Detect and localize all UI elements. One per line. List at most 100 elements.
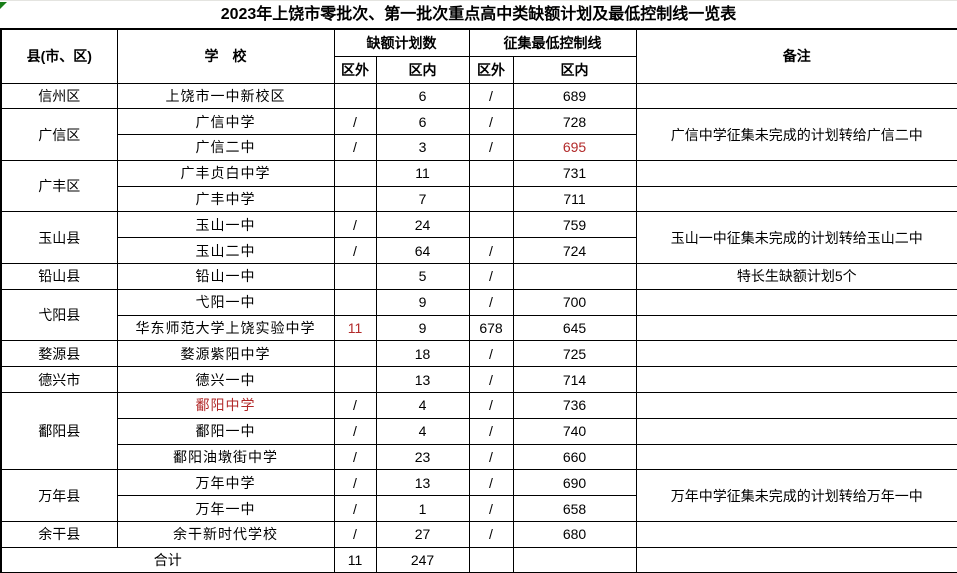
county-cell: 玉山县 [0, 211, 118, 265]
remark-cell [635, 366, 957, 394]
table-row: 余干县 余干新时代学校/27/680 [0, 521, 957, 548]
remark-cell: 玉山一中征集未完成的计划转给玉山二中 [635, 211, 957, 265]
total-row: 合计 11 247 [0, 546, 957, 573]
table-row: 广信区 广信中学/6/728 广信中学征集未完成的计划转给广信二中 [0, 108, 957, 161]
quota-in-cell: 27 [375, 521, 470, 548]
line-out-cell: / [468, 108, 514, 136]
school-cell: 华东师范大学上饶实验中学 [116, 314, 335, 342]
quota-in-cell: 1 [375, 495, 470, 523]
line-in-cell: 700 [512, 288, 637, 316]
line-in-cell: 660 [512, 443, 637, 471]
line-in-cell: 690 [512, 469, 637, 497]
quota-out-cell: 11 [333, 546, 377, 573]
remark-cell: 广信中学征集未完成的计划转给广信二中 [635, 108, 957, 161]
line-in-cell: 714 [512, 366, 637, 394]
quota-out-cell: 11 [333, 314, 377, 342]
quota-out-cell [333, 159, 377, 187]
county-cell: 万年县 [0, 469, 118, 523]
line-out-cell: 678 [468, 314, 514, 342]
header-remark: 备注 [635, 28, 957, 84]
line-in-cell: 689 [512, 82, 637, 110]
quota-out-cell [333, 366, 377, 394]
quota-in-cell: 64 [375, 237, 470, 265]
school-cell: 余干新时代学校 [116, 521, 335, 548]
header-line-out: 区外 [468, 55, 514, 84]
line-out-cell: / [468, 495, 514, 523]
quota-in-cell: 13 [375, 469, 470, 497]
school-cell: 铅山一中 [116, 263, 335, 290]
school-cell: 上饶市一中新校区 [116, 82, 335, 110]
table-body: 信州区 上饶市一中新校区 6/689 广信区 广信中学/6/728 广信中学征集未完成的计… [0, 82, 957, 573]
quota-out-cell: / [333, 134, 377, 161]
county-cell: 广丰区 [0, 159, 118, 213]
quota-in-cell: 9 [375, 314, 470, 342]
header-quota-in: 区内 [375, 55, 470, 84]
school-cell: 鄱阳中学 [116, 392, 335, 419]
county-cell: 婺源县 [0, 340, 118, 368]
line-in-cell: 736 [512, 392, 637, 419]
table-row: 德兴市 德兴一中 13/714 [0, 366, 957, 394]
line-out-cell: / [468, 82, 514, 110]
table-title: 2023年上饶市零批次、第一批次重点高中类缺额计划及最低控制线一览表 [220, 6, 737, 23]
line-in-cell [512, 263, 637, 290]
header-quota-out: 区外 [333, 55, 377, 84]
header-row-subcolumns: 区外 区内 区外 区内 [1, 55, 957, 84]
remark-cell [635, 417, 957, 445]
school-cell: 玉山一中 [116, 211, 335, 239]
quota-out-cell [333, 288, 377, 316]
remark-cell [635, 82, 957, 110]
quota-out-cell: / [333, 495, 377, 523]
line-out-cell: / [468, 237, 514, 265]
county-cell: 德兴市 [0, 366, 118, 394]
line-out-cell [468, 211, 514, 239]
header-line-in: 区内 [512, 55, 637, 84]
quota-in-cell: 13 [375, 366, 470, 394]
quota-in-cell: 5 [375, 263, 470, 290]
header-county: 县(市、区) [0, 28, 118, 84]
school-cell: 广信二中 [116, 134, 335, 161]
line-out-cell: / [468, 521, 514, 548]
table-row: 鄱阳一中/4/740 [1, 417, 957, 445]
table-row: 万年县 万年中学/13/690 万年中学征集未完成的计划转给万年一中 [0, 469, 957, 523]
quota-out-cell: / [333, 108, 377, 136]
header-line-group: 征集最低控制线 [468, 28, 637, 57]
school-cell: 弋阳一中 [116, 288, 335, 316]
remark-cell [635, 314, 957, 342]
table-row: 鄱阳油墩街中学/23/660 [1, 443, 957, 471]
quota-out-cell [333, 82, 377, 110]
county-cell: 铅山县 [0, 263, 118, 290]
header-quota-group: 缺额计划数 [333, 28, 470, 57]
remark-cell [635, 159, 957, 187]
quota-in-cell: 18 [375, 340, 470, 368]
line-out-cell: / [468, 366, 514, 394]
line-in-cell: 724 [512, 237, 637, 265]
quota-out-cell [333, 340, 377, 368]
quota-in-cell: 6 [375, 108, 470, 136]
line-out-cell: / [468, 134, 514, 161]
line-in-cell: 759 [512, 211, 637, 239]
table-row: 华东师范大学上饶实验中学 11 9 678 645 [1, 314, 957, 342]
quota-in-cell: 11 [375, 159, 470, 187]
quota-in-cell: 4 [375, 392, 470, 419]
school-cell: 广丰贞白中学 [116, 159, 335, 187]
quota-out-cell: / [333, 521, 377, 548]
header-row-groups: 县(市、区) 学 校 缺额计划数 征集最低控制线 备注 [0, 28, 957, 84]
county-cell: 信州区 [0, 82, 118, 110]
line-out-cell: / [468, 469, 514, 497]
total-label-cell: 合计 [0, 546, 335, 573]
line-out-cell: / [468, 288, 514, 316]
line-in-cell: 680 [512, 521, 637, 548]
line-in-cell: 740 [512, 417, 637, 445]
remark-cell [635, 392, 957, 419]
line-out-cell: / [468, 263, 514, 290]
school-cell: 婺源紫阳中学 [116, 340, 335, 368]
quota-out-cell: / [333, 392, 377, 419]
line-out-cell [468, 185, 514, 213]
line-out-cell [468, 546, 514, 573]
school-cell: 鄱阳一中 [116, 417, 335, 445]
remark-cell: 万年中学征集未完成的计划转给万年一中 [635, 469, 957, 523]
line-in-cell: 725 [512, 340, 637, 368]
school-cell: 万年中学 [116, 469, 335, 497]
table-row: 广丰中学 7 711 [1, 185, 957, 213]
